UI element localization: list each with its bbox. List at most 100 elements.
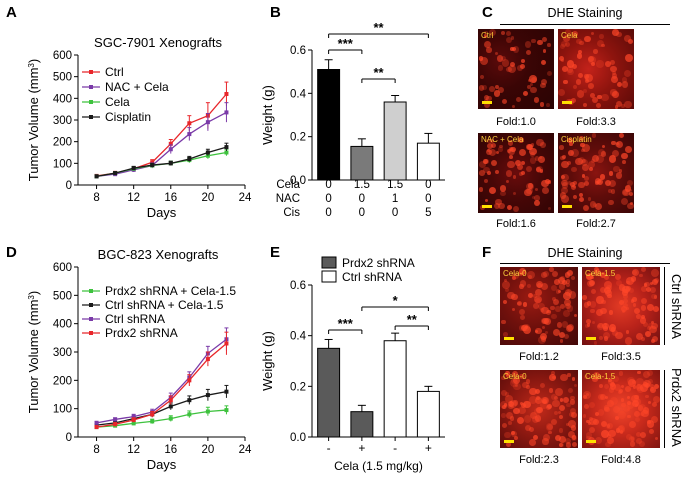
fold-value: Fold:2.3 xyxy=(519,454,559,466)
y-axis-label-close: ) xyxy=(26,291,41,295)
cell-spot xyxy=(624,185,632,192)
data-point xyxy=(113,422,118,427)
cell-spot xyxy=(582,394,588,400)
chart-title: BGC-823 Xenografts xyxy=(98,247,219,262)
cell-spot xyxy=(650,415,658,423)
cell-spot xyxy=(602,144,606,149)
data-point xyxy=(224,150,229,155)
cell-spot xyxy=(487,171,492,175)
bar xyxy=(416,390,440,438)
cell-spot xyxy=(542,317,549,325)
legend-entry: Prdx2 shRNA xyxy=(342,256,415,270)
cell-spot xyxy=(607,378,615,386)
cell-spot xyxy=(513,436,518,441)
cell-spot xyxy=(590,93,596,99)
cell-spot xyxy=(502,404,507,409)
cell-spot xyxy=(581,174,586,178)
cell-spot xyxy=(591,320,595,324)
cell-spot xyxy=(651,335,659,343)
cell-spot xyxy=(576,52,583,59)
cell-spot xyxy=(652,396,660,404)
data-point xyxy=(224,408,229,413)
cell-spot xyxy=(529,395,537,404)
cell-spot xyxy=(516,96,522,102)
data-point xyxy=(205,150,210,155)
cell-spot xyxy=(514,383,518,387)
cell-spot xyxy=(478,56,483,61)
cell-spot xyxy=(593,340,598,345)
cell-spot xyxy=(597,322,605,330)
cell-spot xyxy=(496,55,504,62)
cell-spot xyxy=(558,331,566,338)
cell-spot xyxy=(525,41,532,48)
cell-spot xyxy=(616,82,623,88)
cell-spot xyxy=(535,327,542,335)
legend-swatch xyxy=(321,256,337,269)
y-tick-label: 600 xyxy=(53,262,72,274)
y-tick-label: 0 xyxy=(66,180,72,192)
cell-spot xyxy=(607,437,615,445)
cell-spot xyxy=(541,325,546,329)
cell-spot xyxy=(541,78,548,86)
cell-spot xyxy=(506,37,513,44)
cell-spot xyxy=(519,267,527,275)
cell-spot xyxy=(570,275,576,281)
scale-bar xyxy=(562,101,572,104)
cell-spot xyxy=(538,155,542,159)
cell-spot xyxy=(509,416,515,421)
scale-bar xyxy=(482,205,492,208)
cell-spot xyxy=(579,135,585,141)
cell-spot xyxy=(583,374,588,379)
cell-spot xyxy=(642,370,650,378)
condition-value: 1.5 xyxy=(387,179,403,191)
cell-spot xyxy=(519,315,525,321)
x-tick-label: + xyxy=(425,441,432,455)
cell-spot xyxy=(507,64,516,73)
cell-spot xyxy=(584,73,593,82)
legend-marker xyxy=(89,100,93,104)
cell-spot xyxy=(569,408,576,415)
cell-spot xyxy=(610,66,617,73)
cell-spot xyxy=(561,321,568,328)
cell-spot xyxy=(509,61,516,68)
condition-value: 1.5 xyxy=(354,179,370,191)
cell-spot xyxy=(623,69,631,77)
dhe-image-label: Cela-0 xyxy=(503,372,527,381)
data-point xyxy=(205,357,210,362)
cell-spot xyxy=(562,34,570,42)
cell-spot xyxy=(490,138,494,143)
cell-spot xyxy=(508,401,515,408)
cell-spot xyxy=(595,436,603,445)
cell-spot xyxy=(504,431,511,438)
cell-spot xyxy=(567,373,571,377)
cell-spot xyxy=(527,78,531,82)
cell-spot xyxy=(559,276,566,282)
cell-spot xyxy=(600,420,607,427)
fold-value: Fold:1.0 xyxy=(496,116,536,128)
cell-spot xyxy=(653,295,658,300)
data-point xyxy=(224,110,229,115)
cell-spot xyxy=(503,331,508,337)
cell-spot xyxy=(624,35,631,43)
cell-spot xyxy=(609,59,616,65)
cell-spot xyxy=(649,286,656,294)
cell-spot xyxy=(592,418,599,425)
cell-spot xyxy=(566,282,571,287)
cell-spot xyxy=(537,39,543,46)
cell-spot xyxy=(594,202,603,211)
dhe-image-label: Ctrl xyxy=(481,31,494,40)
cell-spot xyxy=(536,167,541,172)
cell-spot xyxy=(495,150,500,154)
cell-spot xyxy=(575,79,582,85)
cell-spot xyxy=(558,414,564,420)
cell-spot xyxy=(611,140,616,145)
x-tick-label: 16 xyxy=(164,444,177,456)
cell-spot xyxy=(542,434,550,442)
legend-entry: Prdx2 shRNA xyxy=(105,326,178,340)
cell-spot xyxy=(526,283,532,289)
cell-spot xyxy=(536,281,544,289)
cell-spot xyxy=(565,279,571,284)
cell-spot xyxy=(524,188,533,197)
x-axis-label: Days xyxy=(147,457,177,472)
cell-spot xyxy=(566,402,571,408)
